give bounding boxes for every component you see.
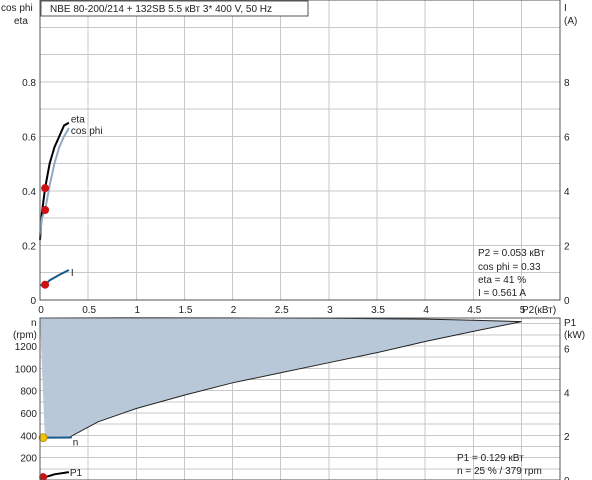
x-tick-label: 2.5: [275, 305, 289, 316]
marker-layer: [38, 184, 50, 480]
series-line-eta: [39, 121, 70, 241]
bottom-left-tick-label: 800: [20, 387, 37, 398]
bottom-left-tick-label: 1200: [15, 342, 38, 353]
readout-p1: P1 = 0.129 кВт: [457, 453, 524, 464]
bottom-left-tick-label: 200: [20, 454, 37, 465]
right-tick-label: 8: [564, 78, 570, 89]
right-axis-label-i: I: [564, 3, 567, 14]
bottom-right-tick-label: 0: [564, 476, 570, 480]
x-tick-label: 5: [520, 305, 526, 316]
x-tick-label: 3: [327, 305, 333, 316]
bottom-left-tick-label: 600: [20, 409, 37, 420]
operating-point-marker: [41, 184, 50, 193]
bottom-right-axis-label-p1: P1: [564, 318, 577, 329]
chart-title: NBE 80-200/214 + 132SB 5.5 кВт 3* 400 V,…: [50, 4, 272, 15]
operating-point-marker: [41, 280, 50, 289]
x-tick-label: 3.5: [371, 305, 385, 316]
x-tick-label: 1: [135, 305, 141, 316]
readout-cosphi: cos phi = 0.33: [478, 262, 541, 273]
series-line-cos-phi: [39, 127, 70, 235]
left-tick-label: 0.2: [22, 241, 36, 252]
bottom-right-tick-label: 4: [564, 388, 570, 399]
x-axis-label: P2(кВт): [522, 305, 556, 316]
readout-eta: eta = 41 %: [478, 275, 526, 286]
left-tick-label: 0.8: [22, 78, 36, 89]
bottom-left-axis-label-n: n: [31, 318, 37, 329]
speed-lower-line: [44, 321, 522, 439]
bottom-right-axis-label-kw: (kW): [564, 330, 585, 341]
readout-speed: n = 25 % / 379 rpm: [457, 466, 542, 477]
series-label-n: n: [73, 438, 79, 449]
x-tick-label: 2: [231, 305, 237, 316]
x-tick-label: 4.5: [467, 305, 481, 316]
left-tick-label: 0: [30, 296, 36, 307]
operating-point-marker: [38, 433, 48, 443]
title-box: [40, 0, 309, 17]
top-readout: P2 = 0.053 кВт cos phi = 0.33 eta = 41 %…: [478, 248, 545, 299]
tick-labels: 0 0.5 1 1.5 2 2.5 3 3.5 4 4.5 5 0 0.2 0.4 0.6 0.8 0 2 4 6 8 2…: [15, 78, 570, 480]
speed-range-fill: [40, 317, 522, 438]
operating-point-marker: [41, 206, 50, 214]
left-tick-label: 0.4: [22, 187, 36, 198]
bottom-left-tick-label: 1000: [15, 364, 38, 375]
right-tick-label: 6: [564, 132, 570, 143]
series-label-cos-phi: cos phi: [71, 126, 103, 137]
bottom-left-axis-label-rpm: (rpm): [13, 330, 37, 341]
x-tick-label: 4: [423, 305, 429, 316]
bottom-plot-frame: [39, 317, 561, 480]
x-tick-label: 1.5: [178, 305, 192, 316]
series-label-eta: eta: [71, 115, 85, 126]
readout-p2: P2 = 0.053 кВт: [478, 248, 545, 259]
operating-point-marker: [39, 473, 48, 480]
x-tick-label: 0.5: [82, 305, 96, 316]
left-axis-label-cosphi: cos phi: [1, 3, 33, 14]
bottom-left-tick-label: 400: [20, 431, 37, 442]
right-axis-label-amp: (A): [564, 16, 577, 27]
top-plot-frame: [39, 0, 561, 301]
bottom-readout: P1 = 0.129 кВт n = 25 % / 379 rpm: [457, 453, 542, 477]
readout-current: I = 0.561 A: [478, 288, 526, 299]
left-axis-label-eta: eta: [14, 16, 28, 27]
right-tick-label: 4: [564, 187, 570, 198]
bottom-right-tick-label: 2: [564, 432, 570, 443]
left-tick-label: 0.6: [22, 132, 36, 143]
series-label-p1: P1: [70, 468, 83, 479]
right-tick-label: 0: [564, 296, 570, 307]
series-label-I: I: [71, 268, 74, 279]
bottom-right-tick-label: 6: [564, 345, 570, 356]
right-tick-label: 2: [564, 241, 570, 252]
x-tick-label: 0: [38, 305, 44, 316]
